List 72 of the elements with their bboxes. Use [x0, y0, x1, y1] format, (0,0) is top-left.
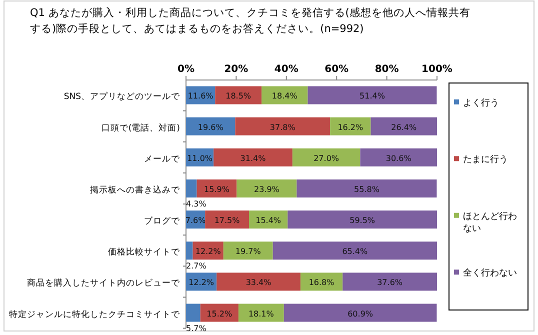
x-tick-label: 0% [178, 64, 194, 75]
data-label: 26.4% [391, 122, 417, 132]
bar [223, 242, 273, 260]
x-tick-label: 80% [374, 64, 399, 75]
x-tick-label: 40% [274, 64, 298, 75]
bar [370, 117, 437, 136]
bar [186, 242, 193, 260]
data-label: 65.4% [342, 247, 368, 256]
data-label: 2.7% [186, 262, 207, 271]
data-label: 16.8% [308, 278, 335, 288]
bar [186, 304, 200, 322]
y-tick-label: 価格比較サイトで [108, 246, 181, 258]
data-label: 60.9% [348, 309, 374, 318]
bar [288, 210, 437, 229]
y-tick-label: 掲示板への書き込みで [90, 184, 181, 196]
data-label: 17.5% [214, 216, 240, 226]
data-label: 18.4% [272, 92, 298, 101]
y-tick-label: 口頭で(電話、対面) [101, 122, 180, 134]
bar [342, 272, 437, 291]
data-label: 37.8% [270, 122, 296, 132]
data-label: 15.9% [204, 184, 230, 194]
bar [214, 148, 292, 166]
data-label: 19.6% [198, 122, 224, 132]
data-label: 51.4% [360, 92, 386, 101]
bar [236, 179, 297, 198]
legend-label: よく行う [463, 97, 499, 108]
bar [235, 117, 330, 136]
bar [215, 86, 262, 104]
bar [272, 242, 437, 260]
data-label: 5.7% [186, 324, 207, 333]
data-label: 27.0% [314, 154, 340, 163]
data-label: 37.6% [377, 278, 403, 288]
data-label: 15.4% [256, 216, 282, 226]
data-label: 12.2% [195, 247, 222, 256]
data-label: 15.2% [206, 309, 232, 318]
data-label: 16.2% [338, 122, 364, 132]
bar [308, 86, 437, 104]
bar [216, 272, 300, 291]
bar [186, 117, 236, 136]
data-label: 12.2% [188, 278, 214, 288]
data-label: 11.0% [187, 154, 213, 163]
data-label: 33.4% [246, 278, 272, 288]
bar [262, 86, 308, 104]
y-tick-label: 商品を購入したサイト内のレビューで [27, 278, 181, 289]
bar [360, 148, 437, 166]
chart-title: Q1 あなたが購入・利用した商品について、クチコミを発信する(感想を他の人へ情報共有する)際の手段として、あてはまるものをお答えください。(n=992) [30, 6, 470, 35]
data-label: 18.5% [226, 92, 252, 101]
data-label: 31.4% [240, 154, 266, 163]
data-label: 18.1% [248, 309, 274, 318]
legend-label: たまに行う [463, 154, 508, 166]
x-tick-label: 60% [324, 64, 349, 75]
bar [238, 304, 284, 322]
x-tick-label: 20% [224, 64, 248, 75]
data-label: 30.6% [386, 154, 412, 163]
bar [186, 179, 197, 198]
bar [292, 148, 360, 166]
bar [284, 304, 437, 322]
y-tick-label: SNS、アプリなどのツールで [64, 91, 181, 102]
data-label: 59.5% [350, 216, 376, 226]
bar [296, 179, 437, 198]
legend-label: ほとんど行わない [463, 210, 517, 234]
y-tick-label: ブログで [144, 216, 181, 227]
data-label: 23.9% [254, 184, 280, 194]
y-tick-label: メールで [144, 154, 181, 164]
x-tick-label: 100% [422, 64, 452, 75]
y-tick-label: 特定ジャンルに特化したクチコミサイトで [9, 308, 181, 320]
data-label: 19.7% [235, 247, 262, 256]
data-label: 11.6% [188, 92, 214, 101]
data-label: 55.8% [354, 184, 380, 194]
bar [205, 210, 249, 229]
data-label: 4.3% [186, 199, 207, 208]
legend-label: 全く行わない [463, 268, 517, 279]
